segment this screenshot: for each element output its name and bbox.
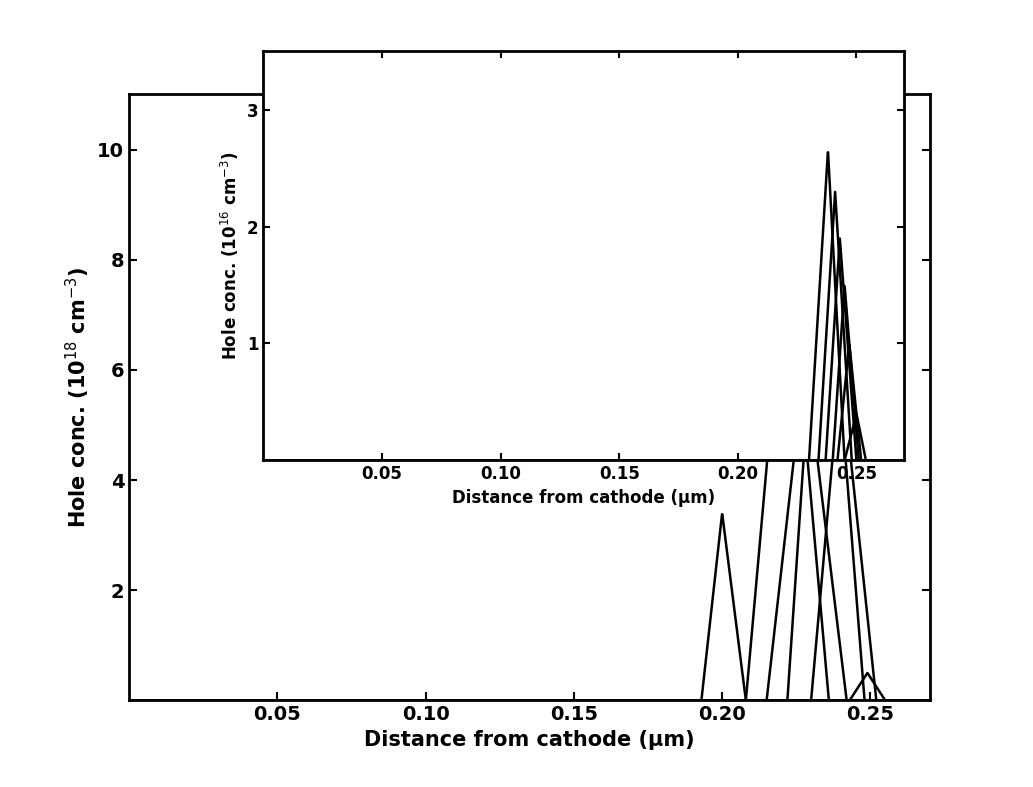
Y-axis label: Hole conc. (10$^{18}$ cm$^{-3}$): Hole conc. (10$^{18}$ cm$^{-3}$) — [63, 267, 92, 528]
Y-axis label: Hole conc. (10$^{16}$ cm$^{-3}$): Hole conc. (10$^{16}$ cm$^{-3}$) — [219, 152, 242, 360]
X-axis label: Distance from cathode (μm): Distance from cathode (μm) — [364, 730, 695, 750]
X-axis label: Distance from cathode (μm): Distance from cathode (μm) — [452, 489, 715, 507]
